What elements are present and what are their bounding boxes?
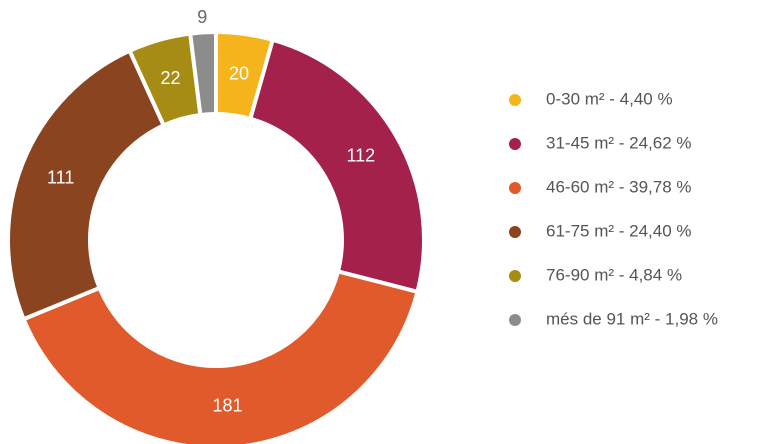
legend-label: 76-90 m² - 4,84 % bbox=[546, 265, 682, 284]
data-label: 22 bbox=[160, 68, 180, 88]
donut-segment bbox=[6, 48, 167, 322]
legend-label: 46-60 m² - 39,78 % bbox=[546, 177, 692, 196]
donut-segment bbox=[21, 268, 420, 444]
legend-marker bbox=[509, 270, 521, 282]
legend-label: més de 91 m² - 1,98 % bbox=[546, 309, 718, 328]
legend-label: 0-30 m² - 4,40 % bbox=[546, 89, 673, 108]
legend-marker bbox=[509, 94, 521, 106]
legend-marker bbox=[509, 138, 521, 150]
legend-marker bbox=[509, 314, 521, 326]
legend-marker bbox=[509, 182, 521, 194]
legend-marker bbox=[509, 226, 521, 238]
legend-label: 61-75 m² - 24,40 % bbox=[546, 221, 692, 240]
donut-segment bbox=[247, 37, 426, 295]
data-label: 181 bbox=[212, 395, 242, 415]
data-label: 9 bbox=[197, 7, 207, 27]
legend-label: 31-45 m² - 24,62 % bbox=[546, 133, 692, 152]
donut-segment bbox=[187, 29, 218, 118]
data-label: 111 bbox=[47, 167, 74, 187]
data-label: 112 bbox=[346, 146, 375, 166]
data-label: 20 bbox=[229, 63, 249, 83]
